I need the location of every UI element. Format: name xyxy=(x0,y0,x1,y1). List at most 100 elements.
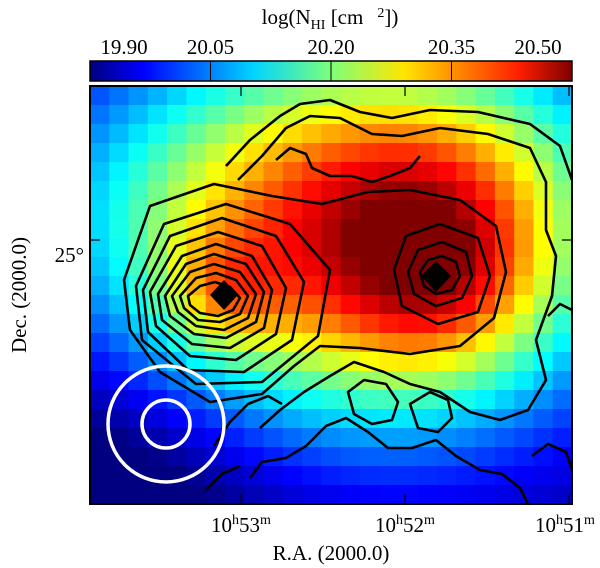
peak-marker-diamond xyxy=(210,280,238,310)
heatmap-cell xyxy=(128,143,149,163)
heatmap-cell xyxy=(147,86,168,106)
heatmap-cell xyxy=(128,86,149,106)
heatmap-cell xyxy=(128,181,149,201)
heatmap-cell xyxy=(302,466,322,486)
heatmap-cell xyxy=(205,238,226,258)
heatmap-cell xyxy=(186,86,207,106)
heatmap-cell xyxy=(147,447,168,467)
heatmap-cell xyxy=(533,447,554,467)
heatmap-cell xyxy=(109,466,130,486)
heatmap-cell xyxy=(456,238,477,258)
heatmap-cell xyxy=(340,371,361,391)
heatmap-cell xyxy=(494,447,515,467)
heatmap-cell xyxy=(514,162,535,182)
heatmap-cell xyxy=(244,162,265,182)
contour-line xyxy=(248,416,530,504)
heatmap-cell xyxy=(552,314,572,334)
heatmap-cell xyxy=(302,371,322,391)
contour-line xyxy=(170,262,258,332)
heatmap-cell xyxy=(147,105,168,125)
heatmap-cell xyxy=(282,314,303,334)
heatmap-cell xyxy=(263,276,284,296)
heatmap-cell xyxy=(128,124,149,144)
heatmap-cell xyxy=(186,143,207,163)
heatmap-cell xyxy=(205,143,226,163)
heatmap-cell xyxy=(494,333,515,353)
heatmap-cell xyxy=(263,409,284,429)
heatmap-cell xyxy=(109,162,130,182)
heatmap-cell xyxy=(417,200,438,220)
heatmap-cell xyxy=(90,314,110,334)
heatmap-cell xyxy=(475,428,496,448)
heatmap-cell xyxy=(475,371,496,391)
heatmap-cell xyxy=(167,485,187,504)
heatmap-cell xyxy=(263,162,284,182)
heatmap-cell xyxy=(302,352,322,372)
heatmap-cell xyxy=(437,409,457,429)
contour-line xyxy=(418,254,462,296)
heatmap-cell xyxy=(263,447,284,467)
heatmap-cell xyxy=(321,200,342,220)
heatmap-cell xyxy=(552,219,572,239)
heatmap-cell xyxy=(456,390,477,410)
heatmap-cell xyxy=(494,219,515,239)
heatmap-cell xyxy=(494,485,515,504)
heatmap-cell xyxy=(244,352,265,372)
heatmap-cell xyxy=(475,447,496,467)
heatmap-cell xyxy=(205,105,226,125)
heatmap-cell xyxy=(302,162,322,182)
heatmap-cell xyxy=(398,276,419,296)
heatmap-cell xyxy=(398,333,419,353)
y-tick-label: 25° xyxy=(55,243,84,267)
heatmap-cell xyxy=(321,447,342,467)
heatmap-cell xyxy=(359,428,380,448)
heatmap-cell xyxy=(244,181,265,201)
heatmap-cell xyxy=(437,143,457,163)
heatmap-cell xyxy=(282,162,303,182)
peak-marker-diamond xyxy=(421,261,451,292)
heatmap-cell xyxy=(533,181,554,201)
heatmap-cell xyxy=(340,257,361,277)
heatmap-cell xyxy=(456,162,477,182)
heatmap-cell xyxy=(340,466,361,486)
heatmap-cell xyxy=(302,257,322,277)
heatmap-cell xyxy=(282,371,303,391)
heatmap-cell xyxy=(359,219,380,239)
heatmap-cell xyxy=(263,485,284,504)
heatmap-cell xyxy=(533,466,554,486)
heatmap-cell xyxy=(552,105,572,125)
colorbar-tick-label: 20.20 xyxy=(307,35,354,59)
contour-line xyxy=(531,442,572,471)
heatmap-cell xyxy=(147,371,168,391)
heatmap-cell xyxy=(244,276,265,296)
heatmap-cell xyxy=(437,105,457,125)
heatmap-cell xyxy=(379,333,400,353)
heatmap-cell xyxy=(533,352,554,372)
heatmap-cell xyxy=(379,200,400,220)
heatmap-cell xyxy=(109,257,130,277)
heatmap-cell xyxy=(398,295,419,315)
heatmap-cell xyxy=(263,200,284,220)
heatmap-cell xyxy=(186,295,207,315)
heatmap-cell xyxy=(321,219,342,239)
heatmap-cell xyxy=(244,428,265,448)
heatmap-cell xyxy=(417,352,438,372)
heatmap-cell xyxy=(244,105,265,125)
heatmap-cell xyxy=(90,86,110,106)
heatmap-cell xyxy=(417,314,438,334)
heatmap-cell xyxy=(90,181,110,201)
contour-line xyxy=(156,242,274,350)
heatmap-cell xyxy=(340,276,361,296)
heatmap-cell xyxy=(186,105,207,125)
heatmap-cell xyxy=(109,200,130,220)
heatmap-cell xyxy=(282,124,303,144)
heatmap-cell xyxy=(224,181,245,201)
contour-line xyxy=(186,280,242,318)
heatmap-cell xyxy=(475,143,496,163)
heatmap-cell xyxy=(302,200,322,220)
heatmap-cell xyxy=(90,390,110,410)
x-axis-label: R.A. (2000.0) xyxy=(273,541,390,565)
heatmap-cell xyxy=(417,409,438,429)
heatmap-cell xyxy=(359,447,380,467)
heatmap-cell xyxy=(456,371,477,391)
